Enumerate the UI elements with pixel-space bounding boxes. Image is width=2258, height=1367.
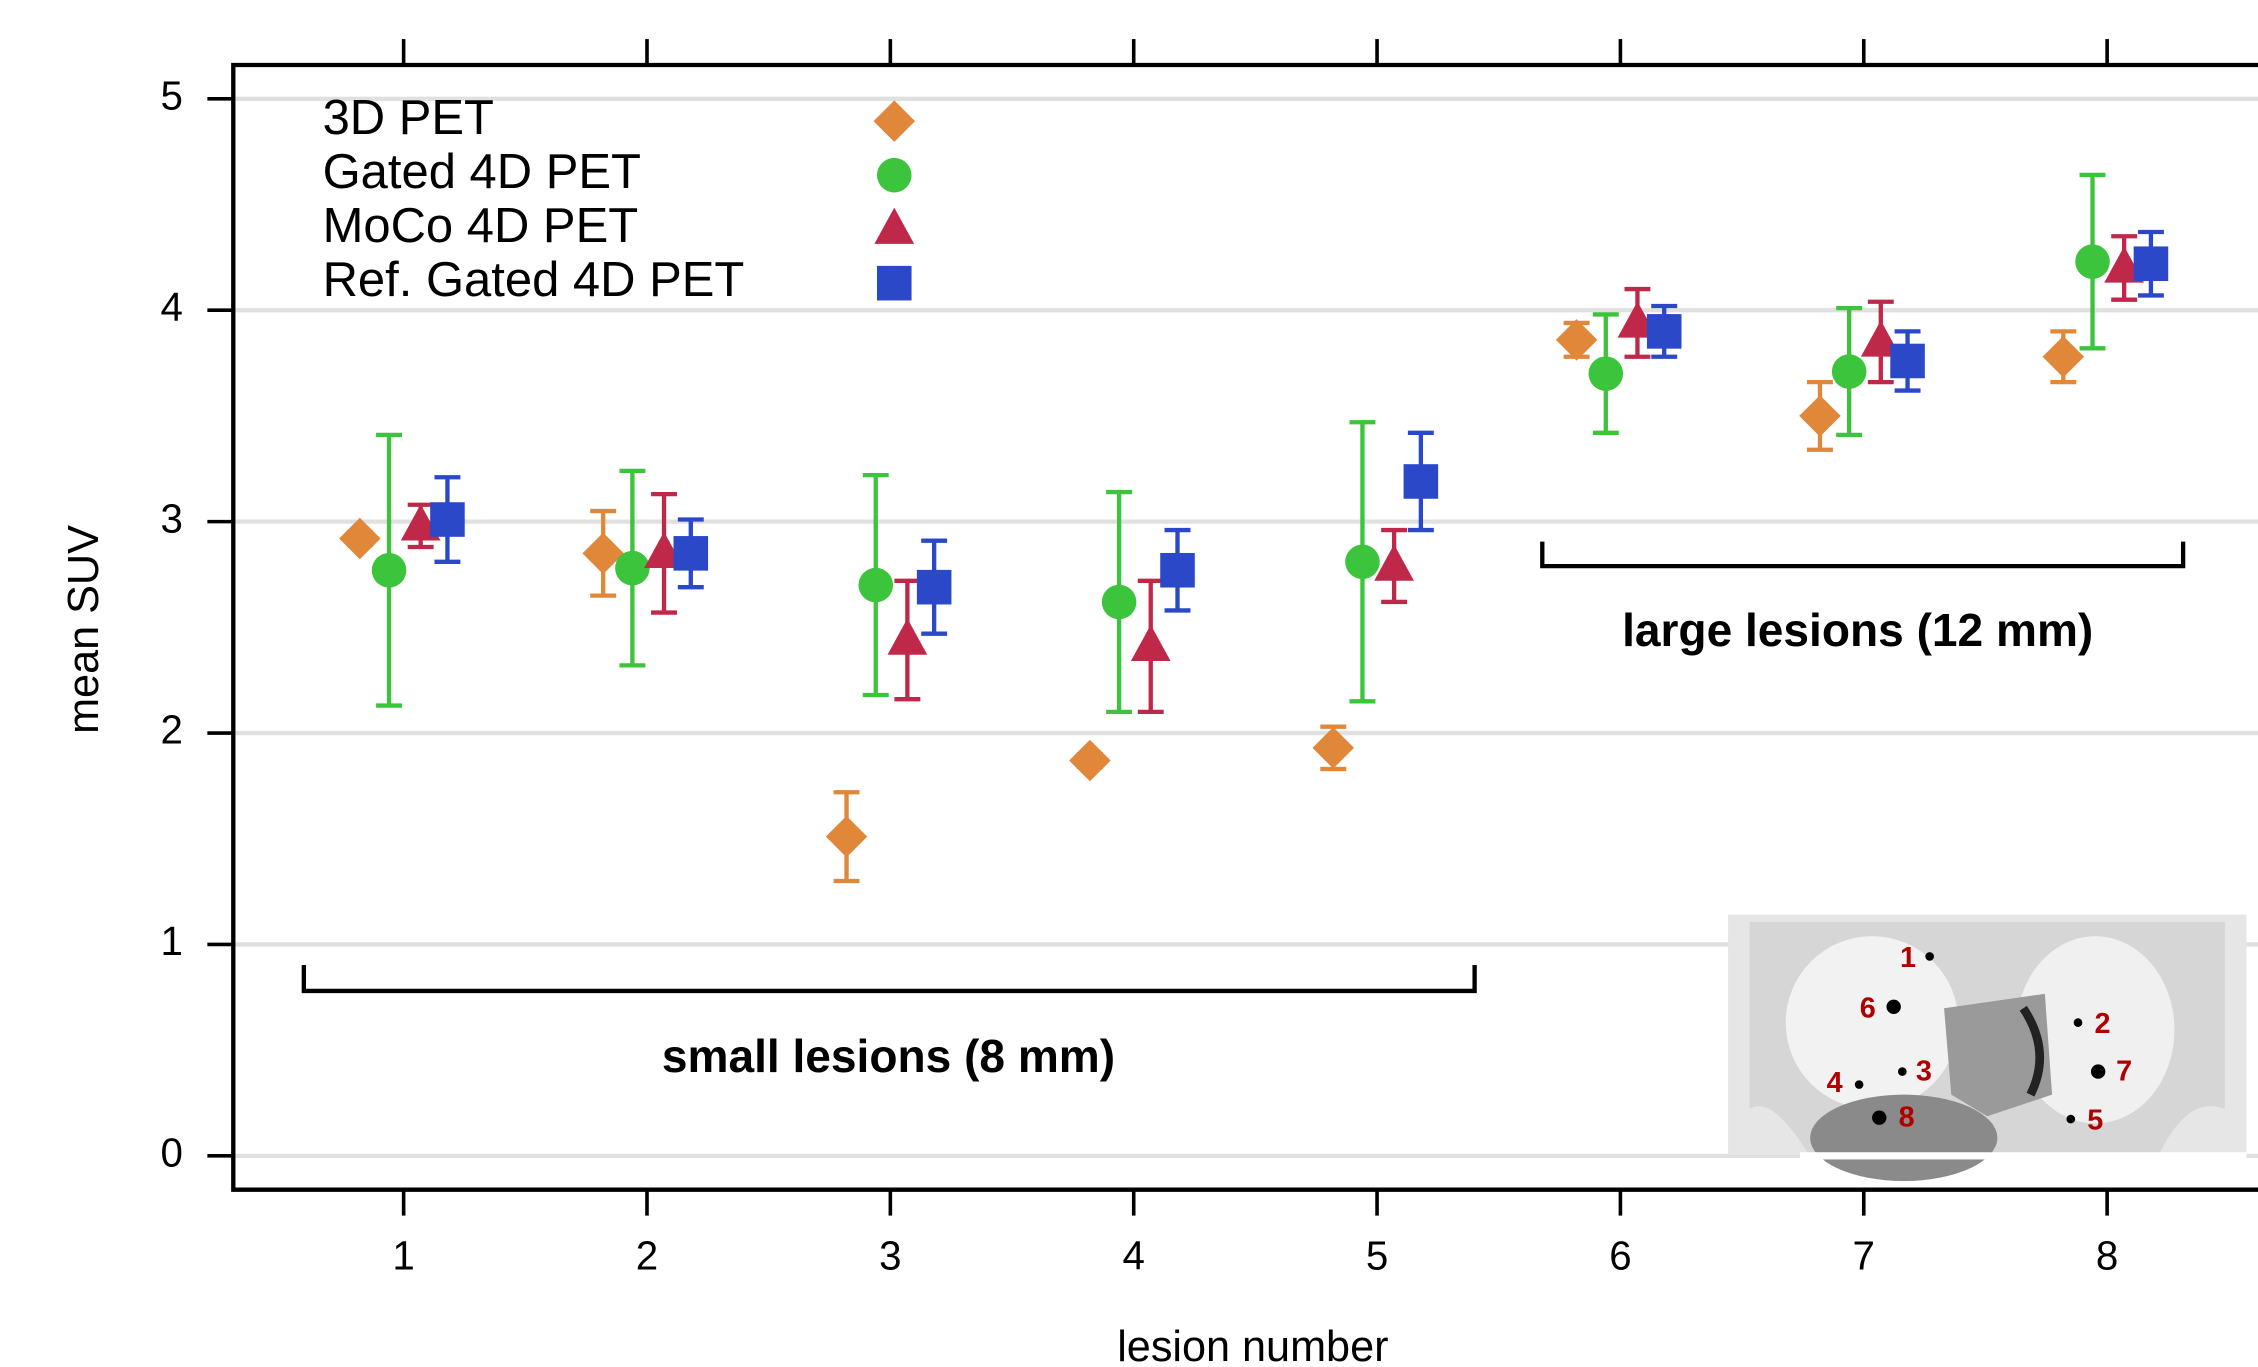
- data-point: [1101, 584, 1137, 620]
- data-point: [1160, 552, 1195, 588]
- data-point: [1799, 395, 1841, 437]
- inset-dot: [2066, 1114, 2076, 1124]
- y-tick-label: 1: [160, 918, 182, 964]
- data-point: [1312, 727, 1354, 769]
- y-axis-label: mean SUV: [60, 525, 108, 734]
- data-point: [887, 618, 928, 655]
- y-tick-label: 5: [160, 72, 182, 118]
- data-point: [615, 550, 650, 586]
- legend-marker: [876, 265, 912, 301]
- data-point: [371, 552, 407, 588]
- legend-label: Ref. Gated 4D PET: [323, 253, 745, 307]
- data-point: [825, 815, 868, 858]
- bracket: [301, 965, 1477, 994]
- x-tick-label: 2: [636, 1232, 658, 1278]
- inset-dot: [1854, 1080, 1864, 1089]
- data-point: [1374, 544, 1414, 581]
- inset-dot: [2073, 1018, 2083, 1027]
- annotation: small lesions (8 mm): [662, 1030, 1115, 1082]
- data-point: [1890, 343, 1925, 379]
- data-point: [1588, 356, 1624, 391]
- data-point: [2042, 336, 2085, 378]
- legend-label: 3D PET: [323, 91, 494, 145]
- data-point: [1069, 739, 1111, 782]
- data-point: [2075, 244, 2110, 279]
- data-point: [1403, 464, 1439, 499]
- y-tick-label: 2: [160, 707, 182, 753]
- inset-label: 3: [1916, 1056, 1932, 1088]
- inset-dot: [1897, 1067, 1907, 1076]
- legend-label: Gated 4D PET: [323, 145, 641, 199]
- inset-dot: [1886, 999, 1901, 1014]
- inset-label: 6: [1860, 992, 1876, 1024]
- x-tick-label: 1: [392, 1232, 414, 1278]
- inset-label: 7: [2116, 1056, 2132, 1088]
- x-axis-label: lesion number: [1117, 1323, 1388, 1367]
- data-point: [858, 567, 894, 603]
- legend-marker: [876, 157, 912, 193]
- annotation: large lesions (12 mm): [1622, 604, 2093, 656]
- data-point: [1555, 319, 1598, 361]
- bracket: [1540, 541, 2186, 569]
- inset-dot: [2090, 1064, 2106, 1079]
- data-point: [2133, 246, 2169, 282]
- x-tick-label: 7: [1853, 1232, 1875, 1278]
- y-tick-label: 0: [160, 1130, 182, 1176]
- data-point: [430, 502, 465, 537]
- x-tick-label: 3: [879, 1232, 901, 1278]
- data-point: [1831, 354, 1867, 389]
- data-point: [339, 517, 381, 560]
- inset-label: 8: [1899, 1102, 1915, 1134]
- data-point: [673, 536, 709, 571]
- x-tick-label: 6: [1609, 1232, 1631, 1278]
- phantom-inset: [1728, 914, 2247, 1182]
- x-tick-label: 5: [1366, 1232, 1388, 1278]
- data-point: [1345, 544, 1380, 580]
- inset-dot: [1925, 952, 1934, 961]
- inset-label: 4: [1827, 1067, 1843, 1099]
- legend-marker: [873, 100, 916, 142]
- plot-frame: [231, 62, 2258, 1192]
- inset-label: 1: [1900, 942, 1916, 974]
- y-tick-label: 4: [160, 284, 182, 330]
- x-tick-label: 4: [1122, 1232, 1144, 1278]
- legend-label: MoCo 4D PET: [323, 199, 639, 253]
- data-point: [1646, 314, 1682, 349]
- data-point: [916, 569, 952, 605]
- inset-label: 5: [2087, 1105, 2103, 1137]
- data-point: [1130, 624, 1171, 662]
- legend-marker: [874, 207, 915, 244]
- y-tick-label: 3: [160, 495, 182, 541]
- x-tick-label: 8: [2096, 1232, 2118, 1278]
- inset-dot: [1872, 1110, 1887, 1125]
- inset-label: 2: [2094, 1008, 2110, 1040]
